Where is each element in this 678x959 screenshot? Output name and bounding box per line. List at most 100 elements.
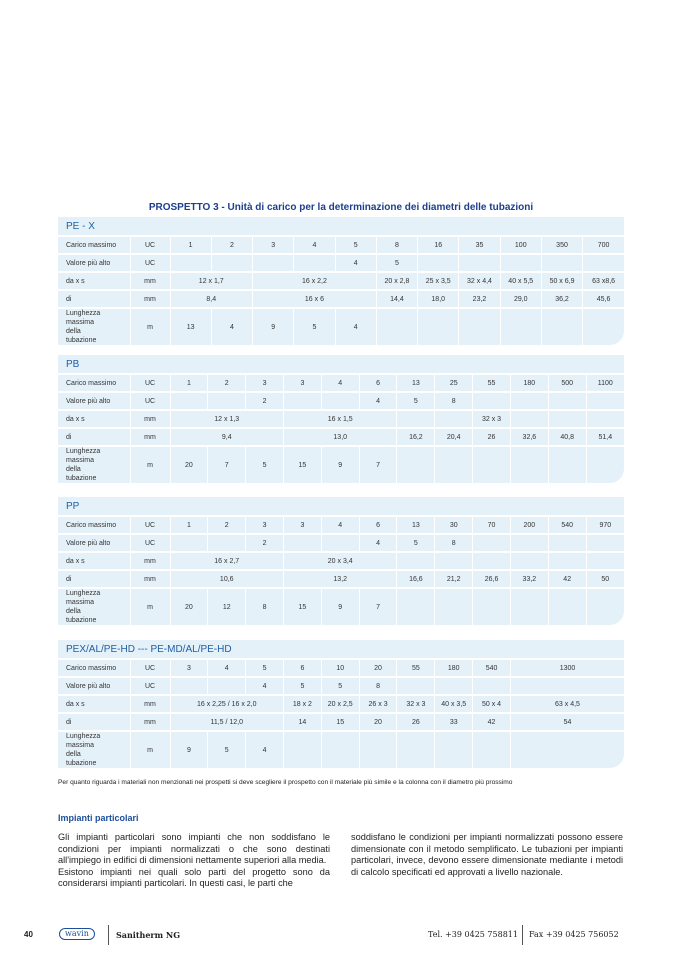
table-cell: 20 x 2,8 [375, 271, 418, 290]
table-cell: 20 [169, 445, 208, 483]
table-cell [207, 533, 246, 552]
table-cell: 2 [245, 533, 284, 552]
table-cell [547, 587, 587, 625]
table-cell: 18,0 [417, 289, 459, 308]
table-cell [375, 307, 418, 345]
table-cell [207, 676, 246, 695]
row-label: Valore più alto [58, 253, 130, 272]
table-panel: PEX/AL/PE-HD --- PE-MD/AL/PE-HD Carico ma… [58, 640, 624, 768]
table-cell [509, 533, 549, 552]
table-cell [210, 253, 253, 272]
row-label: Valore più alto [58, 391, 130, 410]
row-label: di [58, 569, 130, 588]
table-cell [585, 391, 624, 410]
table-cell: 8 [434, 533, 473, 552]
table-row: Carico massimo UC 1 2 3 4 5 8 16 35 100 350 700 [58, 235, 624, 254]
table-row: da x s mm 12 x 1,7 16 x 2,2 20 x 2,8 25 x 3,5… [58, 271, 624, 290]
table-cell: 5 [334, 235, 377, 254]
table-cell: 10,6 [169, 569, 284, 588]
table-cell: 16 x 2,2 [252, 271, 377, 290]
table-cell [472, 445, 511, 483]
unit-cell: UC [129, 533, 170, 552]
table-cell: 15 [282, 587, 322, 625]
table-cell: 32 x 3 [472, 409, 511, 428]
table-cell [585, 551, 624, 570]
row-label: da x s [58, 551, 130, 570]
table-cell: 32,6 [509, 427, 549, 446]
table-cell: 13,2 [282, 569, 397, 588]
table-cell [417, 253, 459, 272]
table-cell: 33 [434, 712, 473, 731]
row-label: di [58, 712, 130, 731]
table-cell [434, 551, 473, 570]
row-label: Valore più alto [58, 676, 130, 695]
table-cell: 1 [169, 515, 208, 534]
table-row: Valore più alto UC 2 4 5 8 [58, 533, 624, 552]
table-cell: 6 [282, 658, 322, 677]
table-cell: 25 x 3,5 [417, 271, 459, 290]
unit-cell: mm [129, 569, 170, 588]
table-cell: 4 [320, 515, 360, 534]
table-cell [540, 307, 583, 345]
table-cell: 4 [245, 676, 284, 695]
table-cell: 16,6 [396, 569, 435, 588]
table-cell [585, 587, 624, 625]
table-cell [169, 253, 212, 272]
table-cell: 180 [434, 658, 473, 677]
table-cell: 1100 [585, 373, 624, 392]
table-row: da x s mm 16 x 2,25 / 16 x 2,0 18 x 2 20 x 2… [58, 694, 624, 713]
table-cell: 100 [499, 235, 542, 254]
table-cell [458, 253, 501, 272]
unit-cell: UC [129, 391, 170, 410]
table-cell: 200 [509, 515, 549, 534]
table-heading: PEX/AL/PE-HD --- PE-MD/AL/PE-HD [66, 644, 232, 655]
table-cell [547, 445, 587, 483]
table-cell [509, 551, 549, 570]
text-column-right: soddisfano le condizioni per impianti no… [351, 832, 623, 878]
table-cell: 4 [320, 373, 360, 392]
table-row: Lunghezza massima della tubazione m 13 4 9 5 4 [58, 307, 624, 345]
table-cell [547, 551, 587, 570]
table-row: Carico massimo UC 1 2 3 3 4 6 13 30 70 200 540 970 [58, 515, 624, 534]
table-cell [585, 445, 624, 483]
table-row: da x s mm 12 x 1,3 16 x 1,5 32 x 3 [58, 409, 624, 428]
table-cell: 8 [375, 235, 418, 254]
table-cell: 70 [472, 515, 511, 534]
table-cell [540, 253, 583, 272]
table-panel: PE - X Carico massimo UC 1 2 3 4 5 8 16 35 100 350 70… [58, 217, 624, 345]
table-cell: 10 [320, 658, 360, 677]
table-cell: 1 [169, 373, 208, 392]
unit-cell: mm [129, 712, 170, 731]
table-cell: 2 [210, 235, 253, 254]
table-cell [320, 533, 360, 552]
table-cell: 13 [396, 515, 435, 534]
table-cell: 5 [293, 307, 336, 345]
table-cell: 8 [358, 676, 397, 695]
table-cell: 26 x 3 [358, 694, 397, 713]
unit-cell: UC [129, 253, 170, 272]
unit-cell: mm [129, 694, 170, 713]
table-cell: 1300 [509, 658, 624, 677]
table-cell: 3 [282, 515, 322, 534]
table-cell: 16 x 2,25 / 16 x 2,0 [169, 694, 284, 713]
table-cell: 18 x 2 [282, 694, 322, 713]
table-cell [434, 730, 473, 768]
table-cell [282, 391, 322, 410]
row-label: di [58, 289, 130, 308]
data-table: Carico massimo UC 1 2 3 3 4 6 13 25 55 180 500 1100 Va… [58, 373, 624, 483]
table-cell: 13,0 [282, 427, 397, 446]
unit-cell: UC [129, 235, 170, 254]
table-cell: 20 [358, 712, 397, 731]
table-cell [358, 730, 397, 768]
paragraph: Gli impianti particolari sono impianti c… [58, 832, 330, 866]
row-label: da x s [58, 694, 130, 713]
table-cell: 5 [320, 676, 360, 695]
table-cell [582, 307, 624, 345]
table-cell [434, 587, 473, 625]
table-cell: 20 [358, 658, 397, 677]
table-cell: 5 [245, 658, 284, 677]
data-table: Carico massimo UC 3 4 5 6 10 20 55 180 540 1300 Valo… [58, 658, 624, 768]
table-cell: 20,4 [434, 427, 473, 446]
table-cell [472, 676, 511, 695]
table-cell: 16 [417, 235, 459, 254]
